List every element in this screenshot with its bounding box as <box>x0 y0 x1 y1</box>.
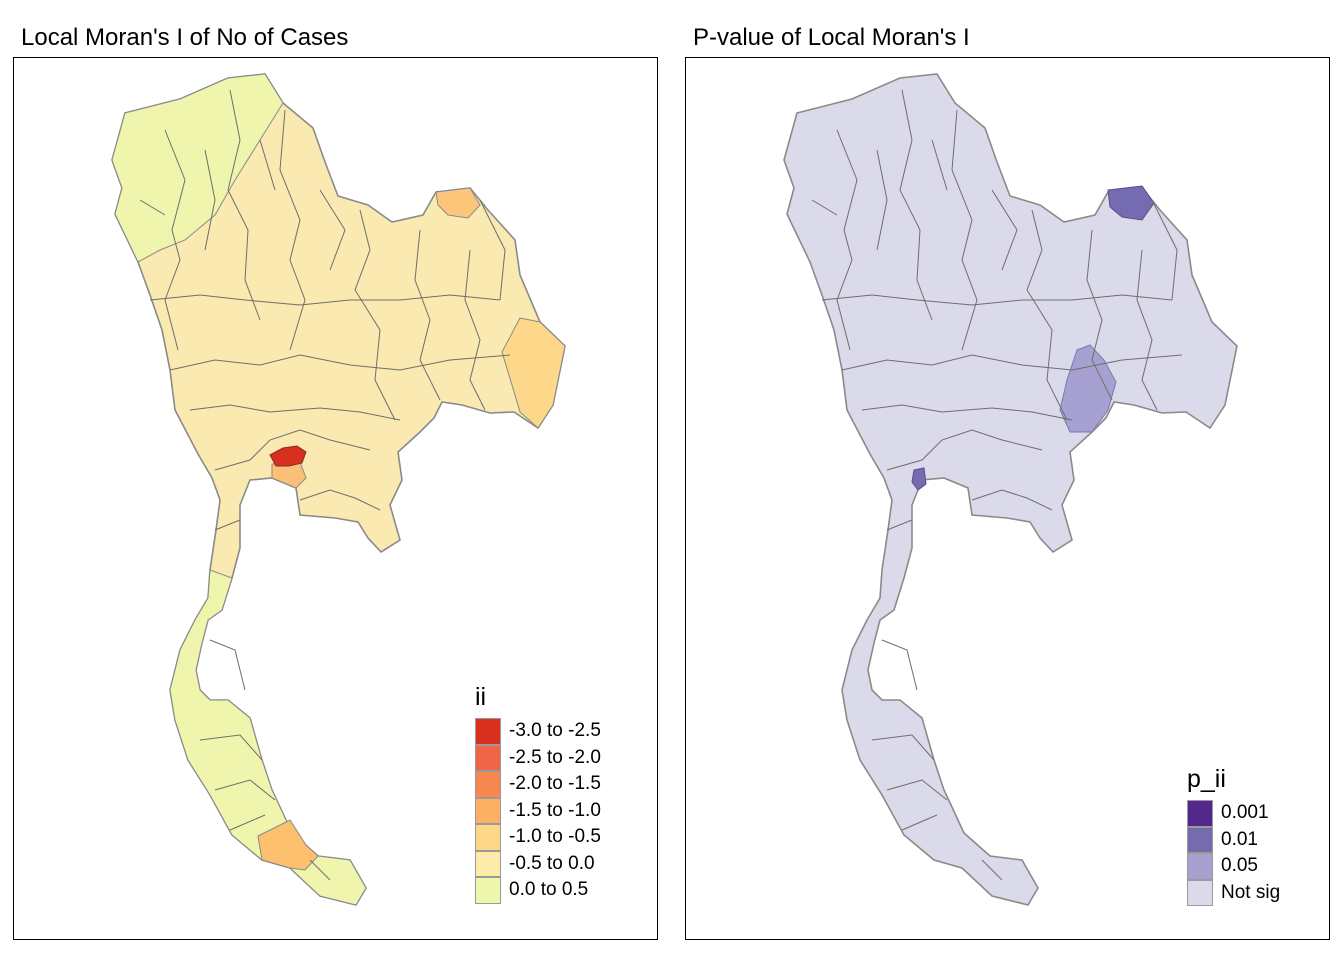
legend-label: -3.0 to -2.5 <box>509 720 601 742</box>
legend-label: -0.5 to 0.0 <box>509 852 595 874</box>
northern-provinces <box>111 73 284 263</box>
central-hotspot-province <box>269 445 307 467</box>
legend-item: -1.0 to -0.5 <box>475 824 601 851</box>
legend-swatch <box>475 797 501 824</box>
right-legend: p_ii 0.001 0.01 0.05 Not sig <box>1187 765 1280 906</box>
legend-item: -2.0 to -1.5 <box>475 771 601 798</box>
legend-item: -3.0 to -2.5 <box>475 718 601 745</box>
legend-label: 0.01 <box>1221 828 1258 850</box>
legend-swatch <box>475 771 501 798</box>
legend-item: 0.0 to 0.5 <box>475 877 601 904</box>
legend-label: 0.05 <box>1221 855 1258 877</box>
right-legend-title: p_ii <box>1187 765 1226 793</box>
legend-swatch <box>475 850 501 877</box>
legend-item: 0.05 <box>1187 853 1280 880</box>
significant-province-east-central <box>1059 344 1117 433</box>
significant-province-gulf-west <box>911 467 927 491</box>
left-map <box>111 73 566 906</box>
legend-item: 0.001 <box>1187 800 1280 827</box>
left-legend: ii -3.0 to -2.5 -2.5 to -2.0 -2.0 to -1.5 -… <box>475 683 601 904</box>
significant-province-northeast <box>1107 185 1155 221</box>
legend-label: -2.0 to -1.5 <box>509 773 601 795</box>
legend-label: 0.0 to 0.5 <box>509 879 589 901</box>
legend-item: -1.5 to -1.0 <box>475 797 601 824</box>
province-northeast-border <box>501 317 566 429</box>
legend-swatch <box>475 744 501 771</box>
left-map-title: Local Moran's I of No of Cases <box>21 24 349 51</box>
legend-item: Not sig <box>1187 879 1281 906</box>
legend-label: -1.0 to -0.5 <box>509 826 601 848</box>
legend-label: 0.001 <box>1221 802 1269 824</box>
left-legend-title: ii <box>475 683 487 711</box>
province-southern-coast <box>257 819 319 871</box>
legend-swatch <box>475 877 501 904</box>
legend-label: Not sig <box>1221 881 1281 903</box>
legend-label: -1.5 to -1.0 <box>509 799 601 821</box>
right-province-boundaries <box>811 89 1183 881</box>
legend-item: 0.01 <box>1187 826 1280 853</box>
legend-item: -0.5 to 0.0 <box>475 850 601 877</box>
legend-swatch <box>475 824 501 851</box>
province-far-northeast <box>435 187 481 219</box>
legend-swatch <box>1187 800 1213 827</box>
legend-swatch <box>1187 853 1213 880</box>
right-map-title: P-value of Local Moran's I <box>693 24 970 51</box>
legend-swatch <box>1187 879 1213 906</box>
legend-item: -2.5 to -2.0 <box>475 744 601 771</box>
legend-swatch <box>1187 826 1213 853</box>
legend-label: -2.5 to -2.0 <box>509 746 601 768</box>
legend-swatch <box>475 718 501 745</box>
right-map <box>783 73 1238 906</box>
left-province-boundaries <box>139 89 511 881</box>
